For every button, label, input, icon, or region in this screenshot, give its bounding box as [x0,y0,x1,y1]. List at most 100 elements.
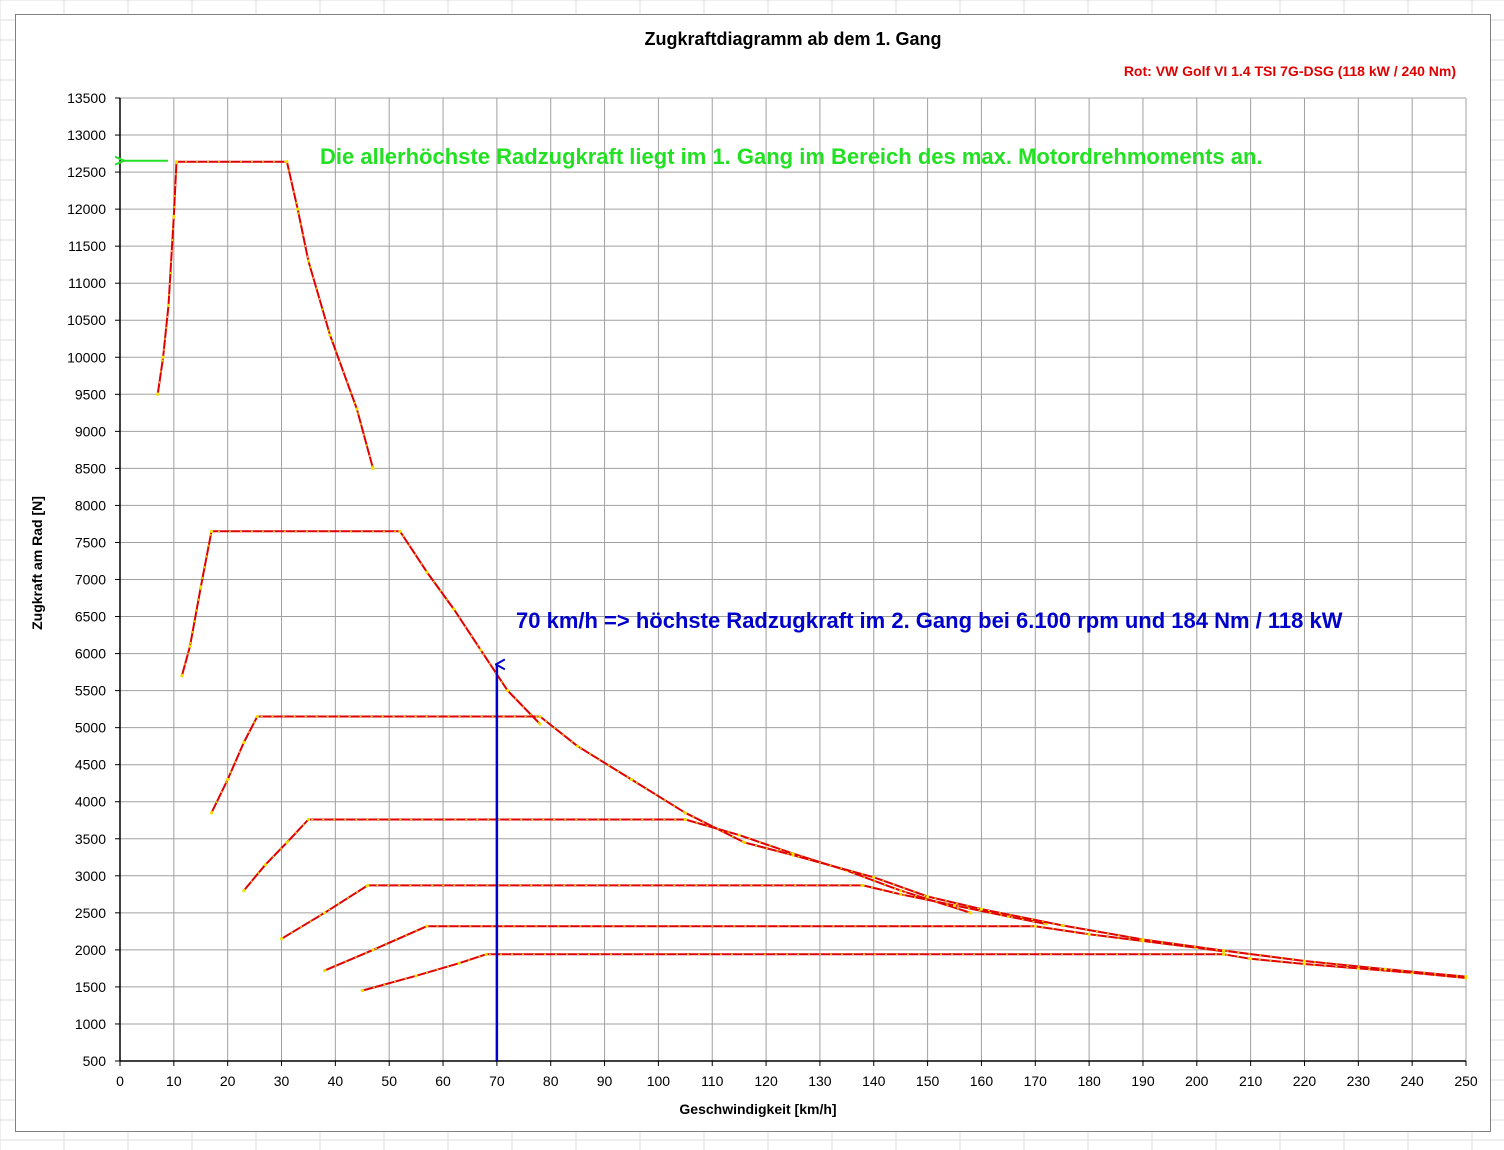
data-point [1249,957,1253,961]
data-point [1087,932,1091,936]
data-point [425,924,429,928]
data-point [506,689,510,693]
x-tick-label: 120 [754,1073,778,1089]
data-point [156,392,160,396]
data-point [479,648,483,652]
data-point [683,817,687,822]
data-point [242,740,246,745]
data-point [538,722,542,726]
y-tick-label: 9000 [75,423,106,439]
data-point [242,889,246,893]
data-point [452,607,456,611]
data-point [952,903,957,908]
chart-area[interactable]: 0 10 20 30 40 50 60 70 80 90 100 110 120 130 140 150 160… [15,14,1491,1132]
x-tick-label: 60 [435,1073,451,1089]
data-point [285,840,289,845]
y-tick-label: 9500 [75,386,106,402]
series-line-3 [210,715,745,844]
y-tick-label: 8500 [75,460,106,476]
y-tick-label: 8000 [75,497,106,513]
data-point [1302,959,1307,963]
data-point [172,214,176,219]
data-point [371,948,375,952]
data-point [425,570,429,574]
data-point [1060,923,1064,928]
series-marker-trace-5 [281,884,1047,940]
data-point [414,974,418,978]
data-point [742,840,747,845]
data-point [199,585,203,589]
data-point [161,355,165,359]
y-tick-label: 500 [83,1053,107,1069]
series-marker-trace-7 [362,953,1467,992]
y-tick-label: 6000 [75,646,106,662]
y-tick-label: 2000 [75,942,106,958]
data-point [285,160,289,164]
data-point [279,937,284,941]
y-tick-label: 1500 [75,979,106,995]
data-point [969,911,973,915]
x-tick-label: 130 [808,1073,832,1089]
chart-subtitle: Rot: VW Golf VI 1.4 TSI 7G-DSG (118 kW /… [1124,63,1456,79]
annotations: Die allerhöchste Radzugkraft liegt im 1.… [123,144,1343,1061]
x-tick-label: 10 [166,1073,182,1089]
y-tick-label: 6500 [75,609,106,625]
data-point [1222,952,1226,956]
y-tick-label: 1000 [75,1016,106,1032]
data-point [1222,949,1226,953]
x-tick-label: 80 [543,1073,559,1089]
series-group [156,160,1468,993]
data-point [306,259,311,263]
series-marker-trace-4 [243,818,971,914]
x-tick-label: 180 [1077,1073,1101,1089]
x-tick-label: 200 [1185,1073,1209,1089]
data-point [174,160,179,164]
traction-force-chart[interactable]: 0 10 20 30 40 50 60 70 80 90 100 110 120 130 140 150 160… [16,15,1492,1133]
data-point [180,674,184,678]
data-point [1302,962,1307,966]
data-point [263,863,267,867]
x-tick-label: 230 [1347,1073,1371,1089]
y-tick-label: 3000 [75,868,106,884]
x-tick-label: 110 [701,1073,724,1089]
data-point [398,529,402,533]
axes: 0 10 20 30 40 50 60 70 80 90 100 110 120 130 140 150 160… [67,90,1478,1089]
x-tick-label: 250 [1454,1073,1478,1089]
data-point [861,883,865,888]
data-point [296,207,300,211]
y-tick-label: 12500 [67,164,106,180]
x-tick-label: 240 [1400,1073,1424,1089]
y-tick-label: 5500 [75,683,106,699]
data-point [576,744,580,748]
data-point [1033,924,1037,928]
data-point [538,714,542,719]
x-tick-label: 140 [862,1073,886,1089]
series-marker-trace-3 [210,715,745,844]
data-point [226,777,230,782]
x-tick-label: 170 [1024,1073,1048,1089]
x-tick-label: 150 [916,1073,940,1089]
y-tick-label: 10000 [67,349,106,365]
y-tick-label: 4000 [75,794,106,810]
data-point [1464,974,1468,979]
data-point [1356,966,1360,971]
y-tick-label: 4500 [75,757,106,773]
data-point [366,883,370,888]
y-axis-title: Zugkraft am Rad [N] [29,496,45,630]
y-tick-label: 7000 [75,572,106,588]
data-point [166,303,171,308]
y-tick-label: 12000 [67,201,106,217]
data-point [484,952,488,956]
x-tick-label: 20 [220,1073,236,1089]
plot-grid [119,97,1467,1062]
data-point [355,407,359,411]
x-tick-label: 40 [328,1073,344,1089]
data-point [209,529,214,533]
chart-title: Zugkraftdiagramm ab dem 1. Gang [644,29,941,49]
series-marker-trace-1 [157,161,374,469]
y-tick-label: 11500 [68,238,106,254]
data-point [188,644,192,648]
green-annotation-text: Die allerhöchste Radzugkraft liegt im 1.… [320,144,1263,169]
data-point [209,811,214,815]
data-point [322,911,327,915]
